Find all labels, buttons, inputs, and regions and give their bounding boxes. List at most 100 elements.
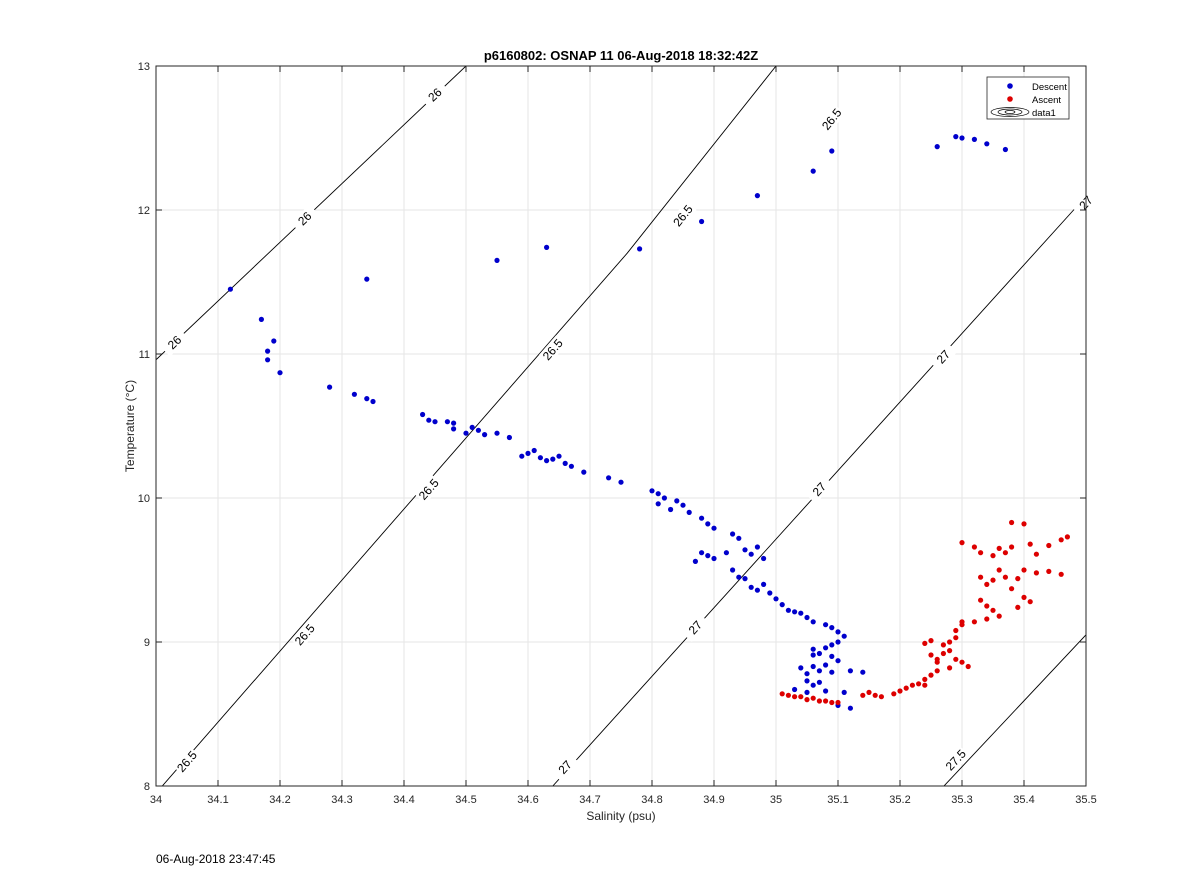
descent-point <box>754 587 761 593</box>
ascent-point <box>934 668 940 674</box>
descent-point <box>810 652 816 658</box>
ascent-point <box>1009 544 1015 550</box>
contour-label-bg <box>290 204 320 233</box>
descent-point <box>692 558 699 565</box>
legend-marker-descent <box>1007 83 1013 89</box>
descent-point <box>804 671 810 677</box>
descent-point <box>860 669 866 675</box>
descent-point <box>550 456 556 462</box>
descent-point <box>761 555 767 562</box>
descent-point <box>816 668 823 674</box>
descent-point <box>835 629 841 635</box>
descent-point <box>581 469 587 475</box>
x-tick-label: 34.4 <box>393 794 414 806</box>
descent-point <box>544 244 550 250</box>
descent-point <box>754 193 761 199</box>
ascent-point <box>1015 576 1021 582</box>
y-axis-label: Temperature (°C) <box>123 380 137 472</box>
ascent-point <box>1064 534 1070 540</box>
descent-point <box>475 427 481 433</box>
descent-point <box>742 576 748 582</box>
descent-point <box>655 491 661 497</box>
ascent-point <box>860 692 866 698</box>
descent-point <box>754 544 761 550</box>
contour-label-bg <box>420 80 450 109</box>
contour-label-bg <box>941 745 970 775</box>
descent-point <box>668 506 674 513</box>
ascent-point <box>878 694 885 700</box>
ascent-point <box>1046 568 1052 575</box>
ascent-point <box>779 691 785 697</box>
x-tick-label: 34.5 <box>455 794 476 806</box>
descent-point <box>823 645 829 651</box>
descent-point <box>959 135 965 141</box>
ascent-point <box>823 698 829 704</box>
ascent-point <box>810 695 816 701</box>
ascent-point <box>1033 570 1039 576</box>
ascent-point <box>928 638 934 644</box>
descent-point <box>506 434 512 441</box>
ascent-point <box>1033 551 1039 557</box>
x-tick-label: 34.6 <box>517 794 538 806</box>
density-contour-27.5 <box>943 634 1086 786</box>
descent-point <box>699 515 705 521</box>
descent-point <box>562 460 568 466</box>
descent-point <box>519 453 525 459</box>
plot-area <box>156 66 1086 786</box>
legend-marker-ascent <box>1007 96 1013 102</box>
x-tick-label: 34.7 <box>579 794 600 806</box>
ascent-point <box>1009 519 1015 526</box>
ascent-point <box>792 694 798 700</box>
chart-title: p6160802: OSNAP 11 06-Aug-2018 18:32:42Z <box>484 48 758 63</box>
descent-point <box>730 567 736 573</box>
descent-point <box>748 551 754 557</box>
ascent-point <box>947 639 953 645</box>
ascent-point <box>785 692 792 698</box>
descent-point <box>785 607 792 613</box>
descent-point <box>426 417 432 423</box>
x-tick-label: 35.2 <box>889 794 910 806</box>
contour-label-bg <box>160 328 189 357</box>
x-tick-label: 35.3 <box>951 794 972 806</box>
ascent-point <box>953 635 959 641</box>
legend-label-data1: data1 <box>1032 108 1056 119</box>
ascent-point <box>816 698 823 704</box>
descent-point <box>544 458 550 464</box>
x-tick-label: 35.1 <box>827 794 848 806</box>
descent-point <box>847 705 854 711</box>
descent-point <box>494 257 500 263</box>
ascent-point <box>1046 542 1052 549</box>
descent-point <box>742 547 748 553</box>
data-points <box>227 134 1070 711</box>
ascent-point <box>940 642 947 648</box>
ascent-point <box>798 694 804 700</box>
descent-point <box>327 384 333 390</box>
descent-point <box>364 396 370 402</box>
ascent-point <box>835 699 841 706</box>
ascent-point <box>978 597 984 603</box>
x-tick-label: 34.2 <box>269 794 290 806</box>
descent-point <box>265 357 271 363</box>
descent-point <box>810 682 816 688</box>
ascent-point <box>872 692 878 698</box>
descent-point <box>810 168 816 174</box>
descent-point <box>711 525 717 531</box>
descent-point <box>748 584 754 590</box>
ascent-point <box>953 656 959 662</box>
x-tick-label: 35 <box>770 794 782 806</box>
ascent-point <box>916 681 922 687</box>
descent-point <box>525 450 531 456</box>
x-tick-label: 35.4 <box>1013 794 1034 806</box>
ascent-point <box>959 619 965 625</box>
ascent-point <box>971 544 978 550</box>
descent-point <box>816 650 823 657</box>
descent-point <box>699 550 705 556</box>
footer-timestamp: 06-Aug-2018 23:47:45 <box>156 852 276 866</box>
descent-point <box>618 479 624 485</box>
ascent-point <box>978 574 984 580</box>
descent-point <box>829 642 835 648</box>
ascent-point <box>990 577 996 583</box>
ascent-point <box>947 648 953 654</box>
y-tick-label: 12 <box>138 205 150 217</box>
descent-point <box>370 398 376 405</box>
